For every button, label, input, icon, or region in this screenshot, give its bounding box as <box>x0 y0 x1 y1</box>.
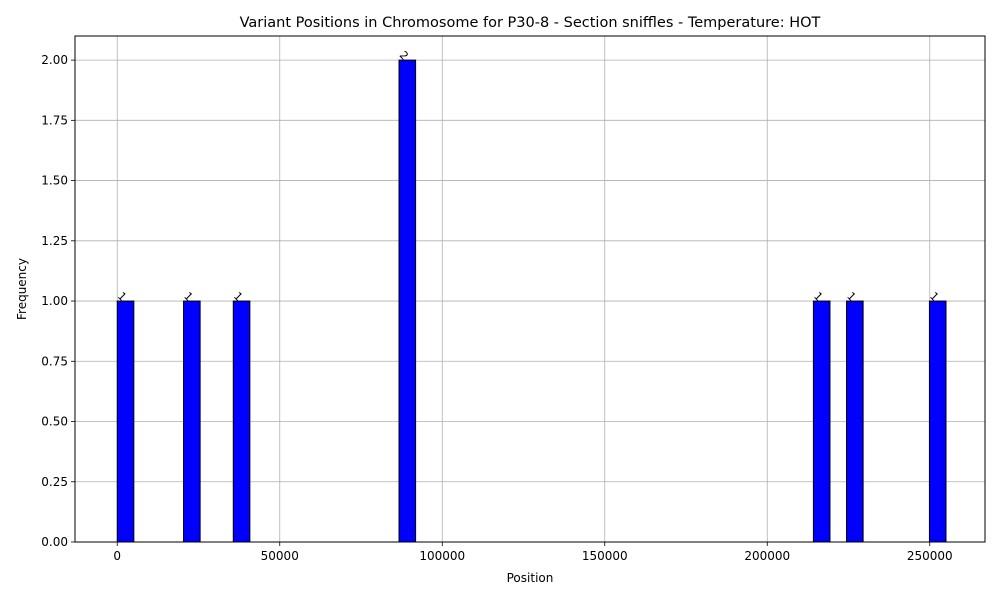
x-tick-label: 200000 <box>744 549 790 563</box>
bar-labels: 1 1 121 1 1 <box>115 49 941 304</box>
y-tick-label: 2.00 <box>41 53 68 67</box>
plot-frame <box>74 35 986 543</box>
x-tick-label: 50000 <box>261 549 299 563</box>
y-tick-label: 0.25 <box>41 475 68 489</box>
chart-title: Variant Positions in Chromosome for P30-… <box>240 15 821 31</box>
bars <box>116 59 947 543</box>
y-axis-ticks: 0.00 0.25 0.50 0.75 1.00 1.25 1.50 1.75 2.00 <box>41 53 75 549</box>
histogram-bar <box>183 300 201 543</box>
x-tick-label: 0 <box>113 549 121 563</box>
histogram-bar <box>116 300 135 543</box>
x-axis-label: Position <box>507 571 554 585</box>
histogram-bar <box>846 300 864 543</box>
grid-lines <box>75 36 985 543</box>
y-tick-label: 0.50 <box>41 415 68 429</box>
x-tick-label: 150000 <box>582 549 628 563</box>
y-tick-label: 0.00 <box>41 535 68 549</box>
y-axis-label: Frequency <box>15 258 29 320</box>
x-tick-label: 250000 <box>907 549 953 563</box>
histogram-bar <box>398 59 417 543</box>
y-tick-label: 1.50 <box>41 174 68 188</box>
y-tick-label: 1.00 <box>41 294 68 308</box>
x-tick-label: 100000 <box>419 549 465 563</box>
y-tick-label: 1.75 <box>41 113 68 127</box>
histogram-bar <box>812 300 831 543</box>
x-axis-ticks: 0 50000 100000 150000 200000 250000 <box>113 542 953 563</box>
histogram-bar <box>928 300 947 543</box>
histogram-bar <box>232 300 251 543</box>
y-tick-label: 0.75 <box>41 354 68 368</box>
y-tick-label: 1.25 <box>41 234 68 248</box>
